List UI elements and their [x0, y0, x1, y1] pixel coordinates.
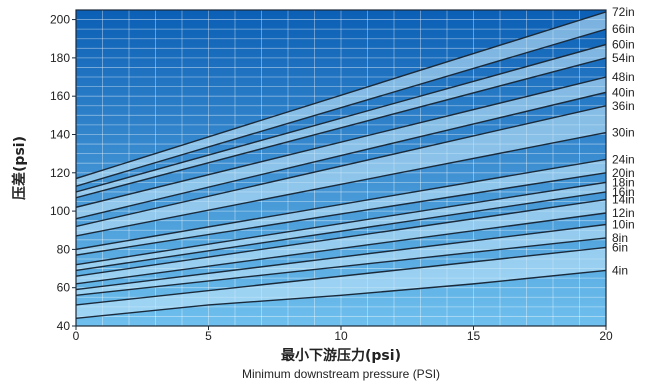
y-tick-label: 120 [50, 166, 70, 180]
series-line-20in [76, 172, 606, 256]
size-label-54in: 54in [612, 51, 635, 65]
size-label-6in: 6in [612, 240, 628, 254]
size-label-14in: 14in [612, 193, 635, 207]
y-tick-label: 100 [50, 204, 70, 218]
x-axis-ticks: 0 5 10 15 20 [73, 326, 613, 343]
series-lines [76, 11, 606, 320]
series-line-4in [76, 269, 606, 320]
series-line-8in [76, 237, 606, 297]
x-axis-label: 最小下游压力(psi) [281, 347, 401, 364]
y-tick-label: 160 [50, 89, 70, 103]
series-line-40in [76, 91, 606, 220]
band-16in-18in [76, 182, 606, 271]
series-line-48in [76, 76, 606, 208]
y-tick-label: 60 [57, 281, 71, 295]
size-label-72in: 72in [612, 5, 635, 19]
y-tick-label: 200 [50, 13, 70, 27]
series-line-36in [76, 105, 606, 228]
x-tick-label: 5 [205, 329, 212, 343]
x-axis-label-secondary: Minimum downstream pressure (PSI) [242, 367, 440, 381]
series-line-30in [76, 131, 606, 237]
size-label-20in: 20in [612, 166, 635, 180]
band-12in-14in [76, 199, 606, 284]
y-tick-label: 180 [50, 51, 70, 65]
size-label-18in: 18in [612, 175, 635, 189]
band-8in-10in [76, 224, 606, 296]
series-line-18in [76, 181, 606, 266]
size-label-12in: 12in [612, 206, 635, 220]
x-tick-label: 10 [334, 329, 348, 343]
y-tick-label: 140 [50, 127, 70, 141]
size-label-16in: 16in [612, 185, 635, 199]
band-30in-36in [76, 105, 606, 236]
series-line-66in [76, 28, 606, 187]
size-label-48in: 48in [612, 70, 635, 84]
series-line-16in [76, 191, 606, 272]
size-label-24in: 24in [612, 152, 635, 166]
size-label-30in: 30in [612, 126, 635, 140]
series-line-14in [76, 198, 606, 277]
size-label-60in: 60in [612, 37, 635, 51]
series-line-10in [76, 223, 606, 291]
y-tick-label: 80 [57, 242, 71, 256]
size-label-40in: 40in [612, 85, 635, 99]
bands [76, 11, 606, 319]
series-line-12in [76, 212, 606, 285]
series-line-54in [76, 57, 606, 199]
y-axis-ticks: 40 60 80 100 120 140 160 180 200 [50, 13, 76, 333]
x-tick-label: 0 [73, 329, 80, 343]
band-66in-72in [76, 11, 606, 187]
size-label-4in: 4in [612, 263, 628, 277]
y-axis-label: 压差(psi) [11, 136, 28, 200]
series-line-72in [76, 11, 606, 180]
x-tick-label: 20 [599, 329, 613, 343]
x-tick-label: 15 [467, 329, 481, 343]
y-tick-label: 40 [57, 319, 71, 333]
size-label-8in: 8in [612, 231, 628, 245]
band-4in-6in [76, 247, 606, 319]
band-20in-24in [76, 159, 606, 256]
size-label-10in: 10in [612, 217, 635, 231]
size-label-66in: 66in [612, 22, 635, 36]
band-40in-48in [76, 77, 606, 219]
series-line-60in [76, 43, 606, 193]
series-line-24in [76, 158, 606, 251]
band-54in-60in [76, 44, 606, 198]
size-label-36in: 36in [612, 99, 635, 113]
series-line-6in [76, 246, 606, 306]
